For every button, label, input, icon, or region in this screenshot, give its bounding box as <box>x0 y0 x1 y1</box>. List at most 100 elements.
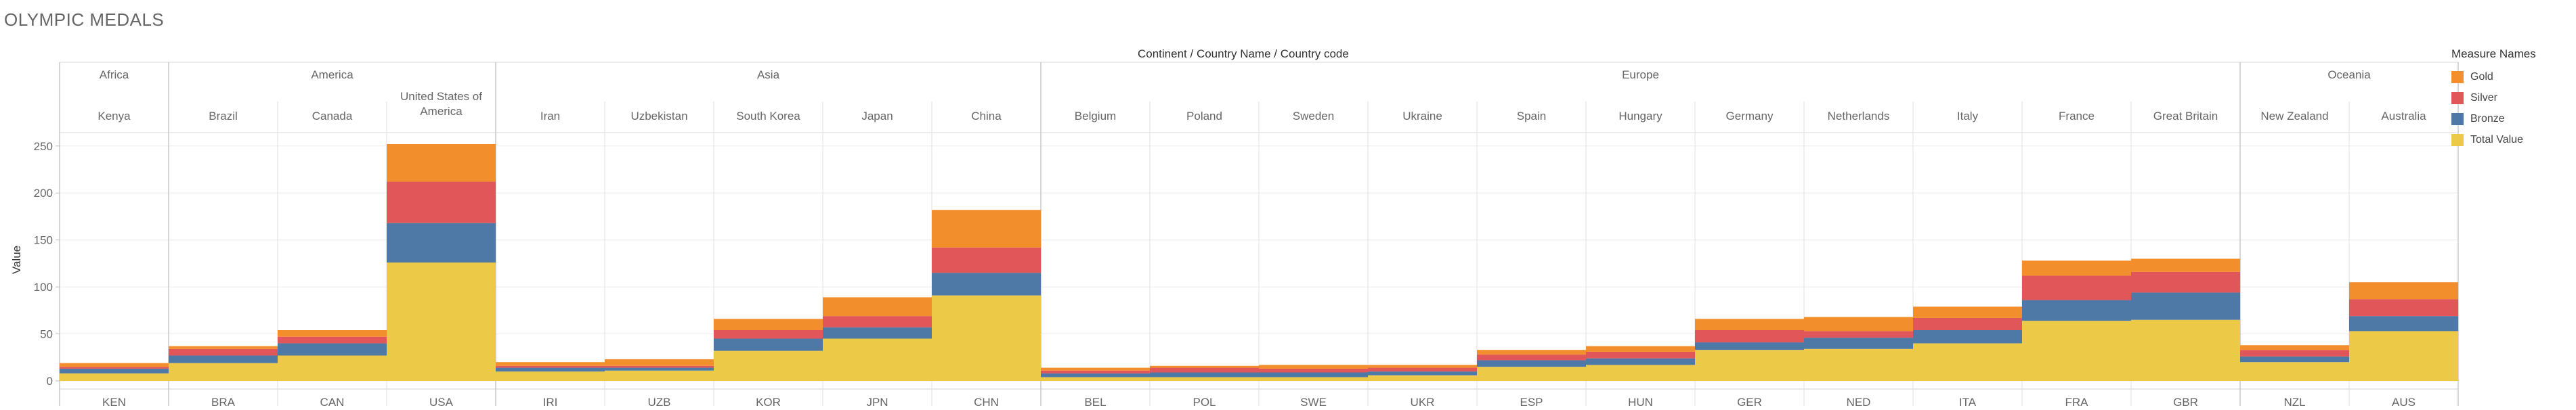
bar-segment-gold <box>1913 306 2022 318</box>
legend-label: Total Value <box>2470 133 2523 145</box>
legend-title: Measure Names <box>2451 47 2536 60</box>
bar-segment-total-value <box>278 355 387 381</box>
y-tick-label: 50 <box>40 328 53 341</box>
legend-item-silver[interactable]: Silver <box>2451 87 2536 108</box>
bar-segment-total-value <box>169 363 278 381</box>
bar-segment-gold <box>2240 345 2349 350</box>
bar-segment-bronze <box>823 327 932 339</box>
bar-segment-silver <box>932 247 1041 273</box>
bar-segment-silver <box>605 365 714 368</box>
country-label: Uzbekistan <box>630 110 687 122</box>
bar-segment-gold <box>932 210 1041 248</box>
country-label: Japan <box>861 110 893 122</box>
bar-segment-bronze <box>2349 316 2458 332</box>
bar-segment-bronze <box>60 368 169 373</box>
bar-segment-gold <box>1150 365 1259 368</box>
y-tick-label: 100 <box>34 281 53 294</box>
bar-segment-total-value <box>1259 377 1368 381</box>
country-label: Great Britain <box>2153 110 2218 122</box>
country-code-label: KOR <box>756 396 781 409</box>
country-label: United States of America <box>400 90 482 118</box>
bar-segment-silver <box>1586 351 1695 359</box>
legend-swatch <box>2451 112 2464 125</box>
country-code-label: CHN <box>974 396 999 409</box>
bar-segment-silver <box>2349 299 2458 317</box>
legend-swatch <box>2451 91 2464 104</box>
country-code-label: GER <box>1737 396 1762 409</box>
legend-label: Bronze <box>2470 112 2505 124</box>
bar-segment-gold <box>2131 258 2240 272</box>
bar-segment-gold <box>714 319 823 330</box>
bar-segment-silver <box>496 365 605 368</box>
bar-segment-bronze <box>2240 356 2349 363</box>
country-label: Hungary <box>1618 110 1662 122</box>
bar-segment-silver <box>714 330 823 339</box>
country-code-label: HUN <box>1628 396 1653 409</box>
bar-segment-gold <box>60 363 169 367</box>
legend-item-gold[interactable]: Gold <box>2451 66 2536 87</box>
bar-segment-total-value <box>1804 348 1913 381</box>
legend-item-total-value[interactable]: Total Value <box>2451 129 2536 150</box>
country-label: France <box>2059 110 2095 122</box>
country-label: Italy <box>1957 110 1979 122</box>
country-label: New Zealand <box>2260 110 2328 122</box>
bar-segment-silver <box>278 336 387 344</box>
country-code-label: CAN <box>320 396 345 409</box>
legend-item-bronze[interactable]: Bronze <box>2451 108 2536 129</box>
continent-label: Asia <box>757 68 780 81</box>
country-label: Netherlands <box>1828 110 1890 122</box>
bar-segment-bronze <box>278 343 387 356</box>
bar-segment-silver <box>1804 331 1913 338</box>
bar-segment-silver <box>1695 330 1804 343</box>
bar-segment-gold <box>1586 346 1695 352</box>
bar-segment-gold <box>1041 367 1150 371</box>
bar-segment-bronze <box>932 273 1041 296</box>
bar-segment-silver <box>169 348 278 356</box>
bar-segment-total-value <box>496 371 605 381</box>
bar-segment-bronze <box>714 338 823 351</box>
bar-segment-bronze <box>2131 292 2240 320</box>
bar-segment-bronze <box>605 367 714 371</box>
bar-segment-total-value <box>714 350 823 381</box>
bar-segment-silver <box>1368 367 1477 372</box>
bar-segment-gold <box>605 359 714 366</box>
bar-segment-total-value <box>1477 367 1586 381</box>
country-label: Spain <box>1517 110 1546 122</box>
bar-segment-silver <box>1913 317 2022 330</box>
bar-segment-total-value <box>2349 331 2458 381</box>
bar-segment-silver <box>387 181 496 223</box>
bar-segment-gold <box>1259 365 1368 369</box>
bar-segment-gold <box>278 330 387 337</box>
country-code-label: NED <box>1847 396 1871 409</box>
country-code-label: ESP <box>1520 396 1543 409</box>
country-label: Iran <box>540 110 560 122</box>
country-code-label: IRI <box>543 396 558 409</box>
country-label: Sweden <box>1293 110 1334 122</box>
continent-label: Africa <box>100 68 129 81</box>
country-label: Canada <box>312 110 353 122</box>
bar-segment-total-value <box>1368 375 1477 381</box>
bar-segment-total-value <box>1041 377 1150 381</box>
bar-segment-bronze <box>1477 360 1586 367</box>
legend-swatch <box>2451 133 2464 146</box>
bar-segment-bronze <box>169 355 278 363</box>
y-axis-label: Value <box>10 246 23 274</box>
bar-segment-silver <box>1041 370 1150 373</box>
country-code-label: NZL <box>2283 396 2305 409</box>
bar-segment-silver <box>1477 355 1586 361</box>
bar-segment-total-value <box>932 295 1041 381</box>
legend: Measure Names Gold Silver Bronze Total V… <box>2451 47 2536 150</box>
bar-segment-total-value <box>605 370 714 381</box>
bar-segment-gold <box>823 297 932 317</box>
bar-segment-silver <box>60 367 169 369</box>
bar-segment-gold <box>2022 260 2131 276</box>
bar-segment-gold <box>1477 350 1586 355</box>
bar-segment-total-value <box>1913 343 2022 381</box>
bar-segment-silver <box>2131 271 2240 293</box>
bar-segment-gold <box>496 362 605 366</box>
country-label: Brazil <box>209 110 238 122</box>
column-header-title: Continent / Country Name / Country code <box>1138 47 1349 60</box>
bar-segment-total-value <box>387 263 496 381</box>
bar-segment-gold <box>1804 317 1913 332</box>
